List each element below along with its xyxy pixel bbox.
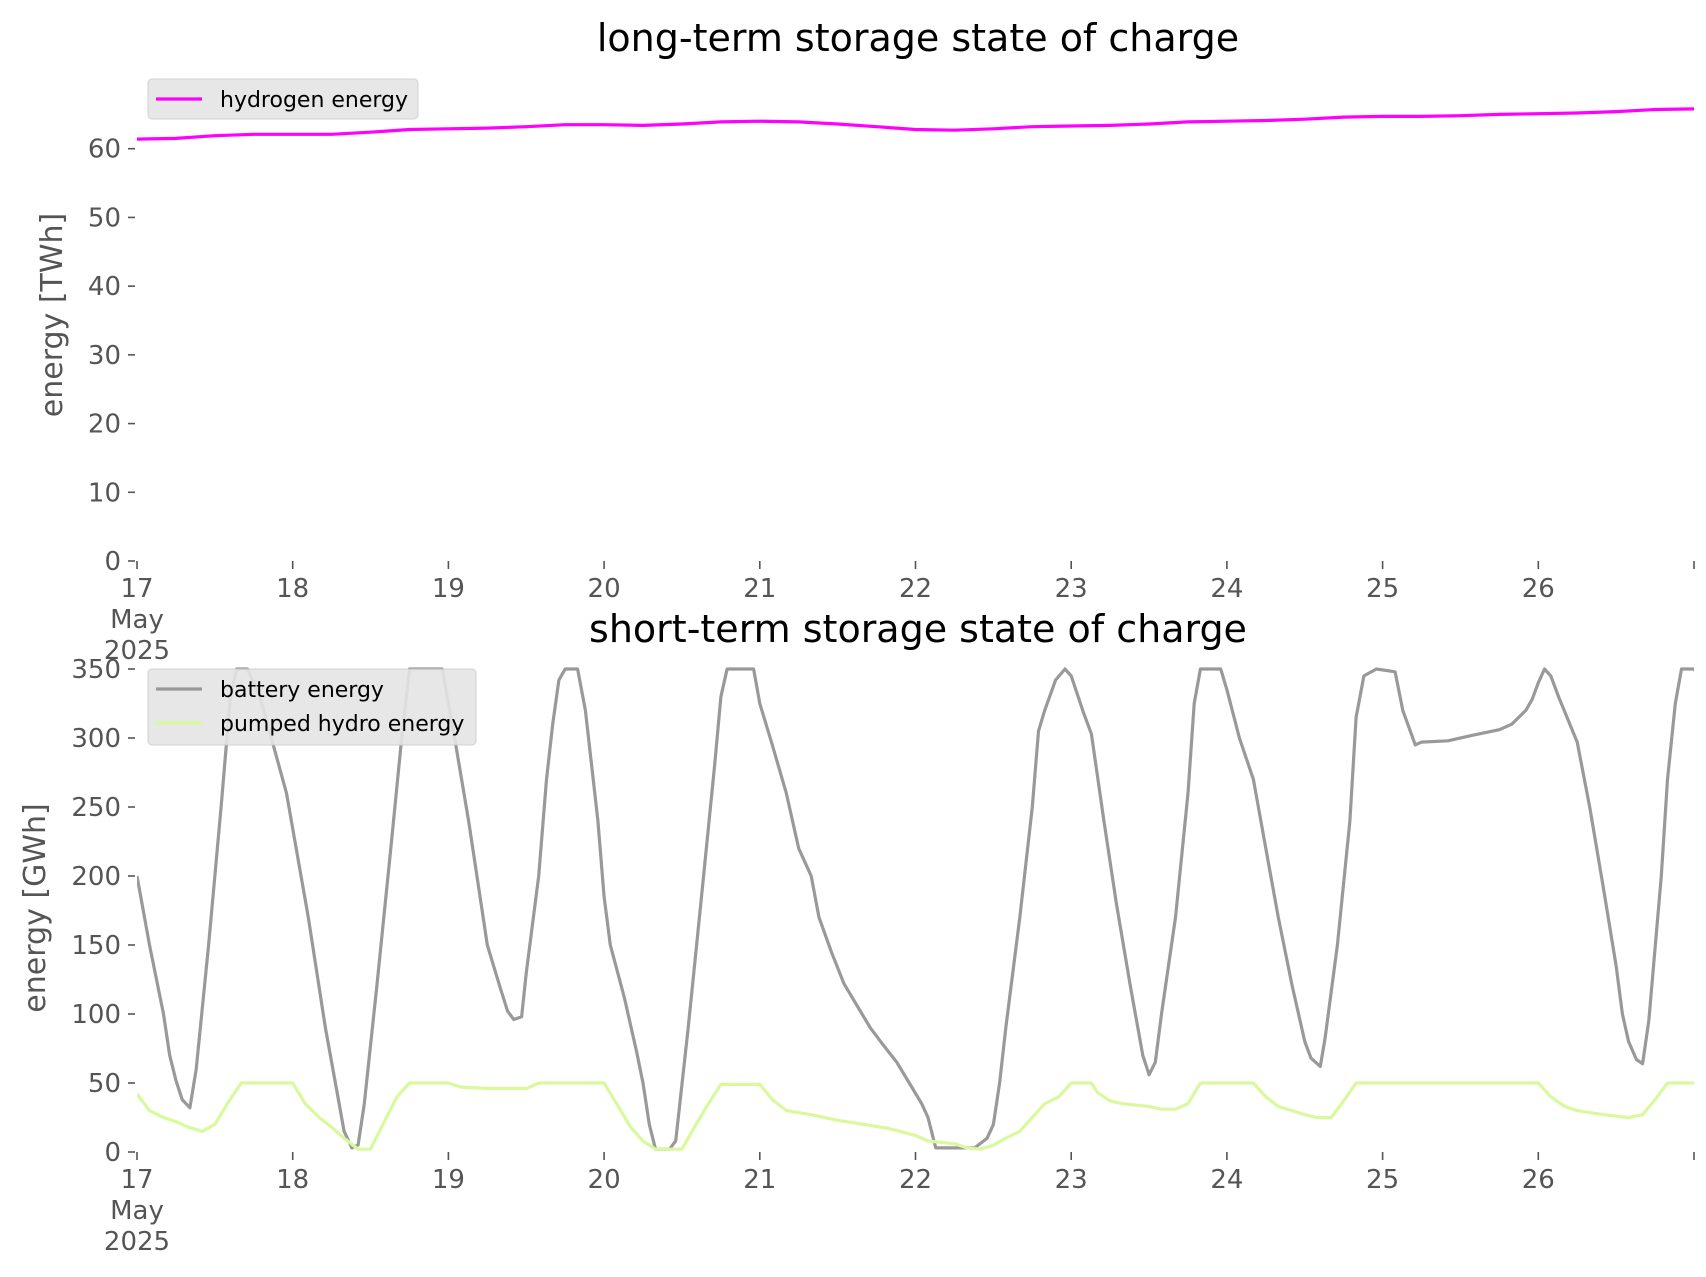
y-axis-label: energy [GWh] (18, 803, 53, 1012)
x-tick-label: 25 (1366, 1165, 1399, 1195)
legend-box (147, 78, 419, 120)
x-tick-label: 24 (1210, 574, 1243, 604)
y-tick-label: 350 (71, 655, 121, 685)
x-tick-label: 21 (743, 574, 776, 604)
y-tick-label: 50 (88, 203, 121, 233)
y-tick-label: 0 (104, 547, 121, 577)
y-tick-label: 150 (71, 931, 121, 961)
series-line-pumped-hydro-energy (137, 1081, 1694, 1151)
y-tick-label: 250 (71, 793, 121, 823)
x-tick-label: 21 (743, 1165, 776, 1195)
x-tick-label: 17 (120, 574, 153, 604)
x-tick-label: 26 (1522, 1165, 1555, 1195)
x-tick-label: 26 (1522, 574, 1555, 604)
x-tick-label: 23 (1055, 574, 1088, 604)
chart-title: short-term storage state of charge (589, 607, 1247, 651)
series-line-hydrogen-energy (137, 107, 1694, 141)
x-tick-label: 17 (120, 1165, 153, 1195)
chart-short-term: short-term storage state of charge energ… (18, 607, 1695, 1257)
x-tick-label: 22 (899, 1165, 932, 1195)
legend-label: pumped hydro energy (220, 712, 464, 737)
legend: hydrogen energy (147, 78, 419, 120)
y-tick-label: 60 (88, 135, 121, 165)
legend: battery energy pumped hydro energy (147, 668, 477, 746)
x-tick-label: 18 (276, 574, 309, 604)
y-tick-label: 20 (88, 410, 121, 440)
chart-long-term: long-term storage state of charge energy… (35, 16, 1695, 666)
x-tick-label: 22 (899, 574, 932, 604)
y-tick-label: 200 (71, 862, 121, 892)
x-tick-label: 19 (432, 574, 465, 604)
y-tick-label: 300 (71, 724, 121, 754)
x-tick-label: 20 (588, 1165, 621, 1195)
x-tick-label: 2025 (104, 636, 170, 666)
y-axis-label: energy [TWh] (35, 213, 70, 417)
x-tick-label: 24 (1210, 1165, 1243, 1195)
chart-title: long-term storage state of charge (597, 16, 1239, 60)
y-tick-label: 40 (88, 272, 121, 302)
y-tick-label: 10 (88, 478, 121, 508)
legend-label: hydrogen energy (220, 88, 408, 113)
legend-label: battery energy (220, 678, 384, 703)
legend-box (147, 668, 477, 746)
x-tick-label: 19 (432, 1165, 465, 1195)
y-tick-label: 30 (88, 341, 121, 371)
x-tick-label: 2025 (104, 1227, 170, 1257)
x-tick-label: 25 (1366, 574, 1399, 604)
x-tick-label: May (110, 1196, 164, 1226)
x-tick-label: 23 (1055, 1165, 1088, 1195)
y-tick-label: 50 (88, 1069, 121, 1099)
x-tick-label: 18 (276, 1165, 309, 1195)
y-tick-label: 0 (104, 1138, 121, 1168)
y-tick-label: 100 (71, 1000, 121, 1030)
x-tick-label: May (110, 605, 164, 635)
x-tick-label: 20 (588, 574, 621, 604)
